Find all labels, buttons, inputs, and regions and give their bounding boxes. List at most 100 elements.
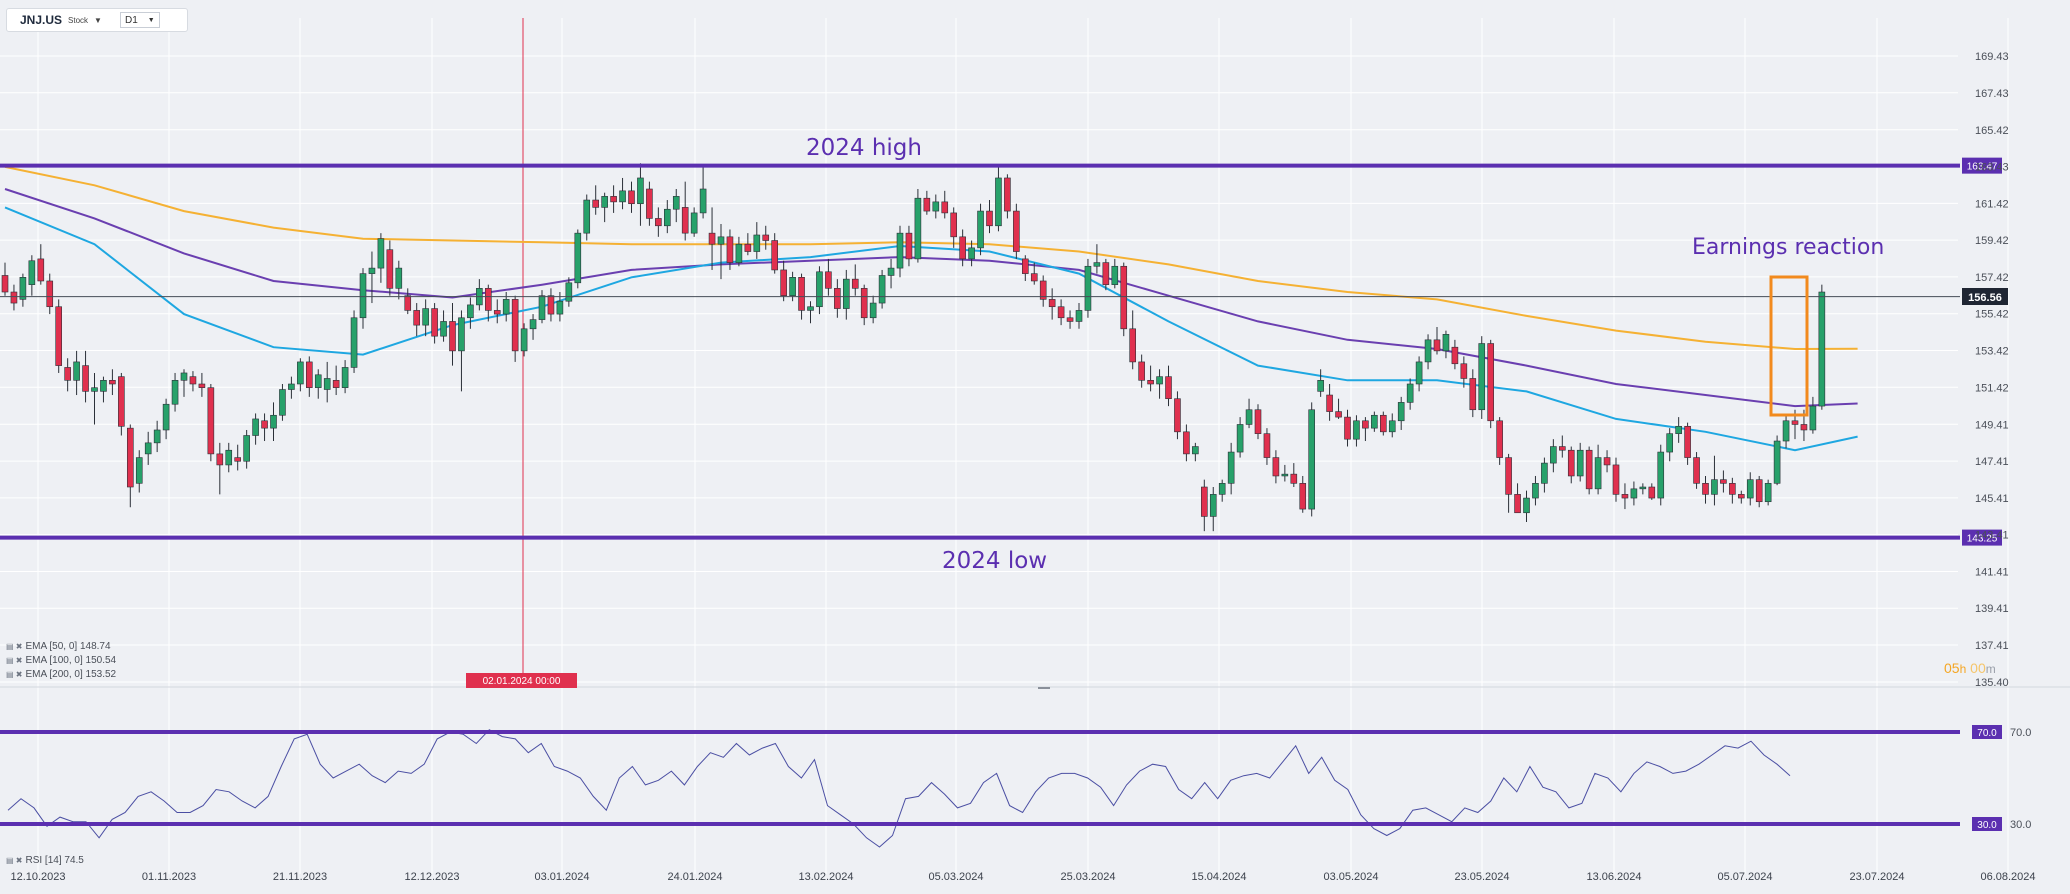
bullish-candle (180, 372, 188, 381)
bearish-candle (1326, 394, 1333, 412)
bullish-candle (368, 267, 376, 274)
bullish-candle (977, 210, 984, 249)
bullish-candle (1227, 451, 1235, 484)
countdown-minutes: 00 (1970, 660, 1986, 676)
bearish-candle (234, 457, 241, 462)
support-resistance-levels[interactable]: 163.47 143.25 (0, 157, 2002, 546)
bearish-candle (127, 427, 134, 488)
bearish-candle (851, 278, 859, 289)
bearish-candle (493, 310, 501, 315)
date-tick-label: 13.06.2024 (1586, 871, 1641, 883)
bullish-candle (1657, 451, 1665, 499)
date-tick-label: 24.01.2024 (667, 871, 722, 883)
ema50-line (4, 206, 1858, 452)
bearish-candle (1254, 409, 1262, 434)
bullish-candle (896, 232, 904, 269)
indicator-legend-ema100[interactable]: ▤ ✖ EMA [100, 0] 150.54 (6, 655, 116, 666)
bearish-candle (1138, 361, 1145, 381)
indicator-settings-icon[interactable]: ▤ ✖ (6, 656, 23, 665)
bearish-candle (207, 387, 215, 455)
bearish-candle (1147, 380, 1154, 385)
bearish-candle (726, 236, 734, 263)
indicator-settings-icon[interactable]: ▤ ✖ (6, 642, 23, 651)
bullish-candle (601, 196, 608, 208)
bearish-candle (1299, 483, 1307, 510)
timeframe-select[interactable]: D1 ▼ (119, 12, 160, 28)
symbol-toolbar[interactable]: JNJ.US Stock ▼ D1 ▼ (6, 8, 188, 32)
price-tick-label: 135.40 (1975, 677, 2009, 689)
bullish-candle (842, 278, 850, 309)
bearish-candle (404, 295, 412, 311)
bearish-candle (1344, 416, 1351, 440)
current-price-tag (1962, 288, 2008, 305)
bearish-candle (484, 288, 492, 311)
bullish-candle (807, 306, 814, 311)
price-tick-label: 151.42 (1975, 382, 2009, 394)
bearish-candle (189, 376, 197, 385)
bullish-candle (1075, 310, 1083, 322)
indicator-legend-ema50[interactable]: ▤ ✖ EMA [50, 0] 148.74 (6, 641, 111, 652)
bullish-candle (1308, 409, 1315, 510)
bearish-candle (798, 276, 805, 311)
bearish-candle (511, 299, 519, 352)
symbol-label[interactable]: JNJ.US (20, 13, 63, 27)
bullish-candle (28, 260, 36, 285)
bullish-candle (458, 317, 465, 352)
bullish-candle (1666, 433, 1673, 453)
price-axis: 169.43 167.43 165.42 163.43 161.42 159.42 157.… (1975, 51, 2009, 689)
bearish-candle (46, 280, 54, 308)
bullish-candle (672, 196, 680, 210)
bearish-candle (1791, 420, 1799, 425)
rsi-tick-label: 30.0 (2010, 819, 2031, 831)
bullish-candle (574, 232, 582, 284)
bearish-candle (1057, 306, 1065, 319)
indicator-legend-ema200[interactable]: ▤ ✖ EMA [200, 0] 153.52 (6, 669, 116, 680)
bearish-candle (1755, 479, 1763, 503)
bearish-candle (332, 380, 340, 388)
bullish-candle (619, 190, 626, 203)
bearish-candle (109, 380, 116, 385)
bearish-candle (1514, 494, 1521, 514)
bullish-candle (377, 238, 385, 269)
bullish-candle (341, 367, 349, 388)
price-tick-label: 153.42 (1975, 346, 2009, 358)
bearish-candle (449, 321, 456, 352)
chevron-down-icon[interactable]: ▼ (147, 16, 155, 24)
indicator-legend-rsi[interactable]: ▤ ✖ RSI [14] 74.5 (6, 855, 84, 866)
rsi-line (7, 729, 1791, 848)
annotation-2024-low: 2024 low (942, 548, 1047, 574)
rsi-level-label: 70.0 (1977, 728, 1997, 739)
bullish-candle (1442, 334, 1450, 352)
bullish-candle (690, 212, 698, 234)
date-tick-label: 21.11.2023 (273, 871, 327, 883)
bullish-candle (717, 236, 725, 245)
bearish-candle (1021, 258, 1029, 274)
bearish-candle (592, 199, 600, 208)
bearish-candle (860, 288, 868, 319)
bullish-candle (529, 319, 537, 330)
chevron-down-icon[interactable]: ▼ (94, 15, 102, 25)
bearish-candle (1567, 449, 1575, 477)
bullish-candle (995, 177, 1002, 227)
bullish-candle (1371, 414, 1378, 429)
indicator-label: RSI [14] 74.5 (25, 855, 84, 866)
bullish-candle (1478, 343, 1486, 411)
bullish-candle (1209, 494, 1217, 517)
bullish-candle (878, 275, 886, 304)
ema-lines (4, 165, 1858, 452)
annotation-2024-high: 2024 high (806, 135, 922, 161)
crosshair-date-tag (466, 673, 577, 688)
bullish-candle (171, 380, 179, 405)
crosshair-date-label: 02.01.2024 00:00 (483, 676, 561, 687)
bearish-candle (762, 234, 770, 241)
bearish-candle (1380, 414, 1387, 433)
bullish-candle (314, 374, 322, 388)
indicator-settings-icon[interactable]: ▤ ✖ (6, 670, 23, 679)
bullish-candle (467, 304, 474, 319)
bullish-candle (1576, 449, 1584, 477)
bearish-candle (386, 249, 394, 289)
indicator-settings-icon[interactable]: ▤ ✖ (6, 856, 23, 865)
rsi-panel: 70.0 70.0 30.0 30.0 (0, 725, 2031, 848)
instrument-type-label: Stock (68, 15, 89, 25)
